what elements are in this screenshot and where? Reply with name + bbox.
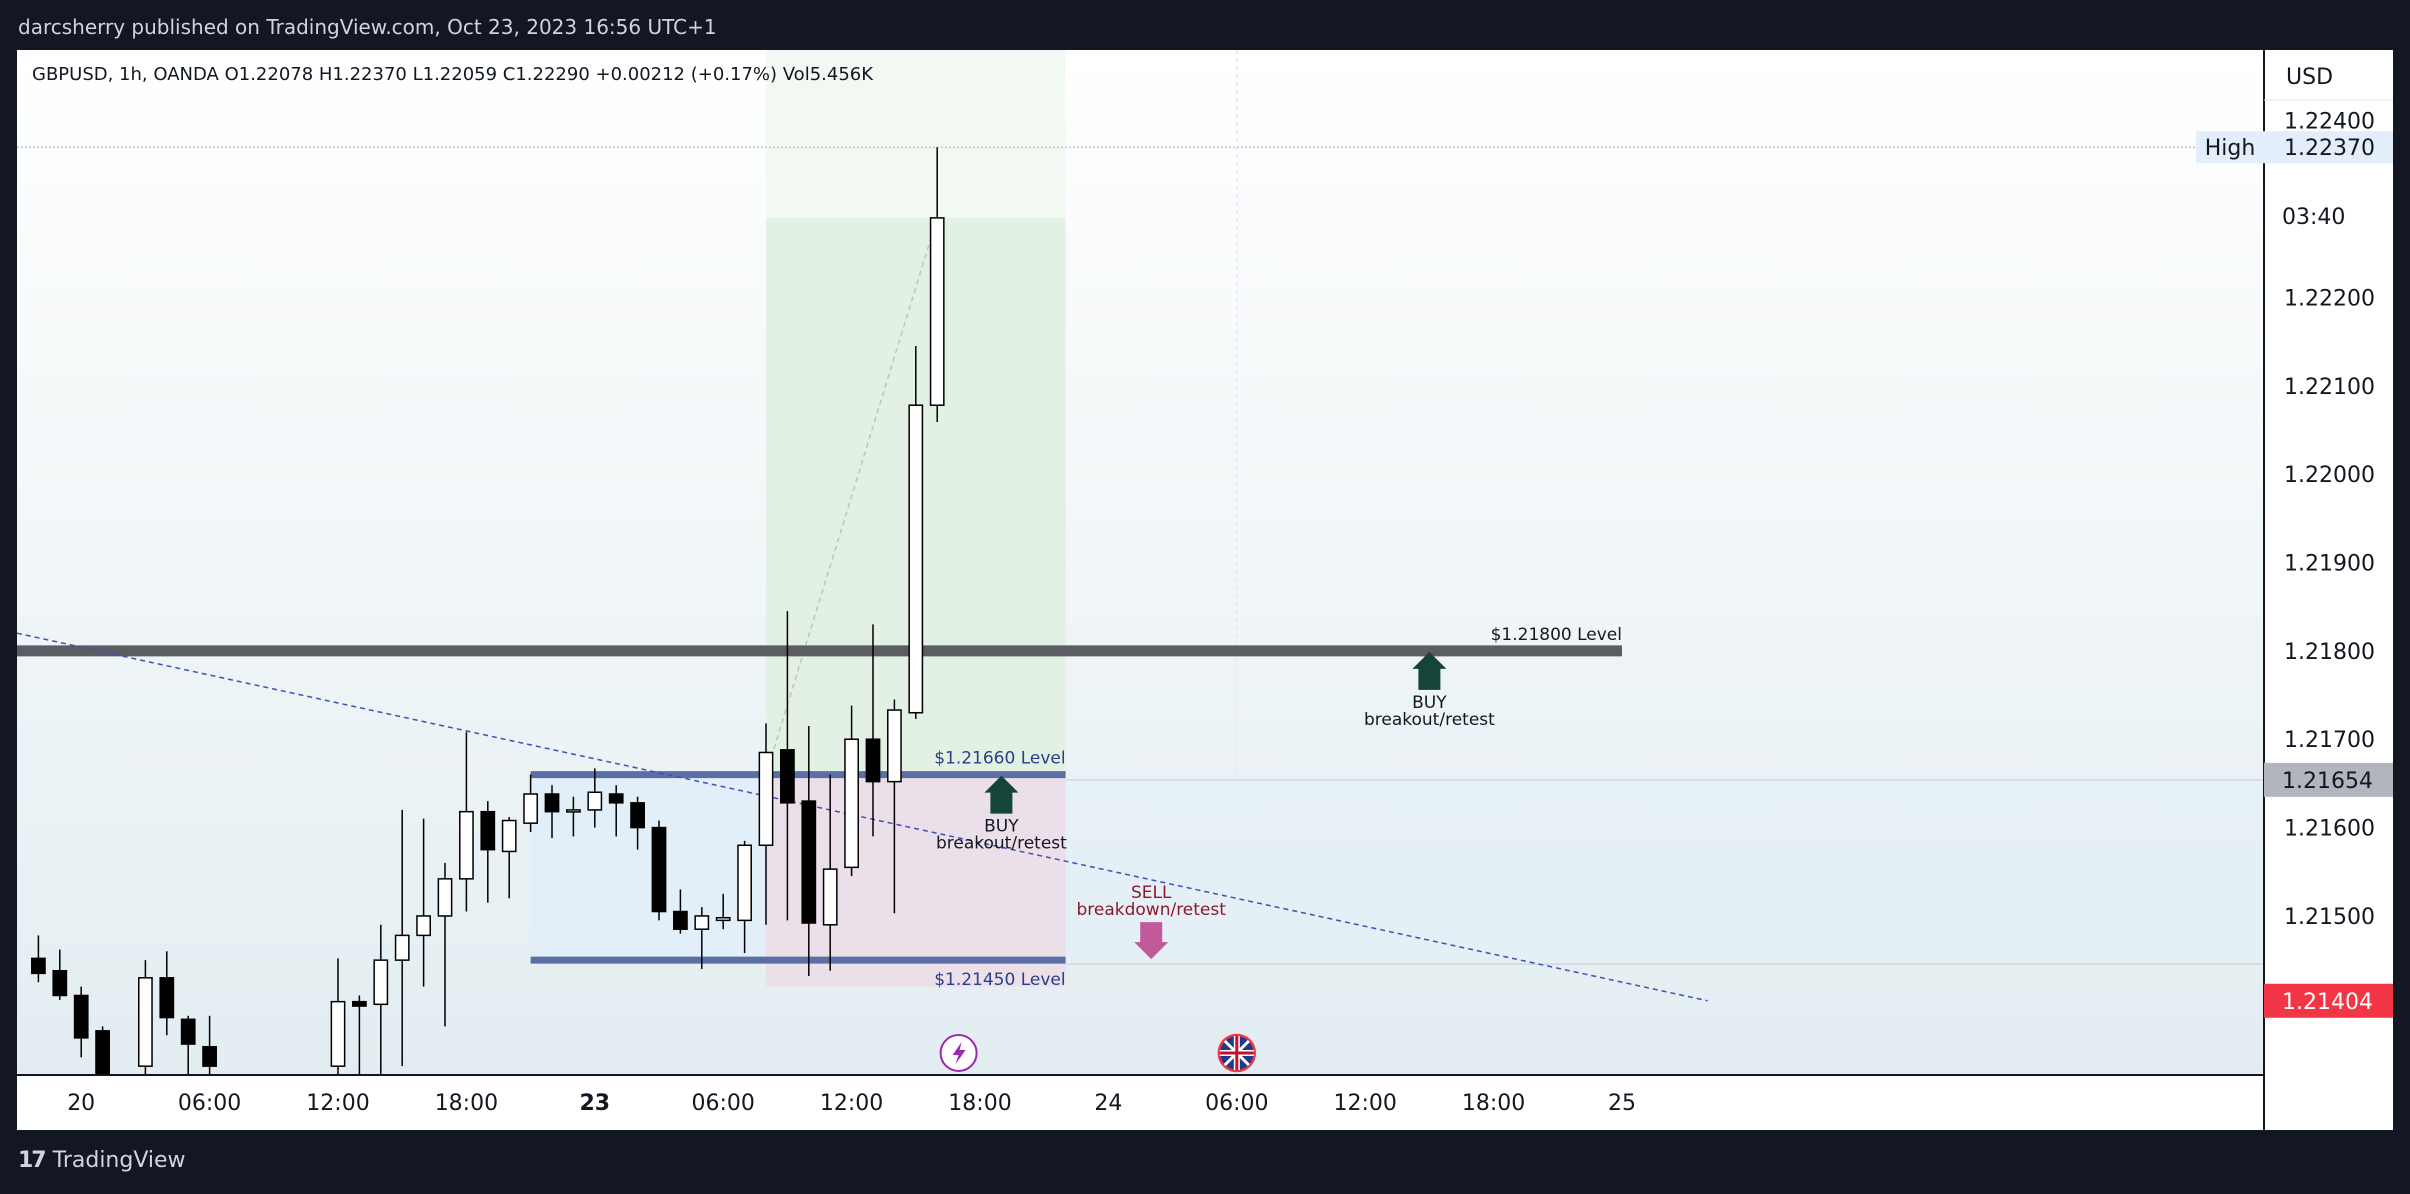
time-tick-label: 25 [1608, 1091, 1636, 1116]
candle[interactable] [73, 994, 89, 1039]
countdown-box [2268, 198, 2389, 232]
tradingview-logo[interactable]: 17 TradingView [18, 1148, 186, 1173]
candle[interactable] [138, 977, 153, 1067]
time-tick-label: 06:00 [1205, 1091, 1268, 1116]
level-label: $1.21450 Level [934, 970, 1065, 990]
candle[interactable] [651, 826, 667, 913]
price-tick-label: 1.21600 [2284, 817, 2375, 842]
annotation-subtitle: breakout/retest [1364, 710, 1495, 730]
candle[interactable] [715, 916, 731, 922]
level-label: $1.21800 Level [1491, 625, 1622, 645]
high-value-tag [2264, 131, 2393, 164]
level-label: $1.21660 Level [934, 749, 1065, 769]
candle[interactable] [608, 793, 624, 804]
candle[interactable] [566, 809, 581, 813]
annotation-title: BUY [1412, 693, 1447, 713]
price-tick-label: 1.21500 [2284, 905, 2375, 930]
tradingview-mark-icon: 17 [18, 1148, 47, 1173]
candle[interactable] [330, 1000, 346, 1067]
time-tick-label: 18:00 [948, 1091, 1011, 1116]
candle[interactable] [844, 738, 859, 869]
price-tick-label: 1.22100 [2284, 375, 2375, 400]
candle[interactable] [31, 957, 46, 975]
time-tick-label: 12:00 [820, 1091, 883, 1116]
high-value-label: 1.22370 [2284, 136, 2375, 161]
time-tick-label: 18:00 [435, 1091, 498, 1116]
candle[interactable] [587, 791, 603, 811]
price-tag [2264, 983, 2393, 1018]
annotation-title: SELL [1131, 883, 1172, 903]
buy-arrow-icon [1412, 651, 1447, 690]
position-target-area [766, 50, 1066, 218]
candle[interactable] [373, 959, 389, 1006]
candle[interactable] [544, 793, 560, 813]
high-tag-label: High [2205, 136, 2256, 161]
candle[interactable] [694, 915, 710, 930]
price-tag-label: 1.21404 [2282, 990, 2373, 1015]
price-chart[interactable]: $1.21800 Level $1.21660 Level $1.21450 Lev… [17, 50, 2393, 1130]
candle[interactable] [416, 915, 431, 937]
candle[interactable] [929, 217, 945, 406]
candle[interactable] [459, 810, 474, 880]
candle[interactable] [95, 1030, 110, 1076]
candle[interactable] [887, 709, 902, 783]
candle[interactable] [737, 844, 752, 922]
buy-arrow-icon [984, 775, 1019, 814]
annotation-subtitle: breakout/retest [936, 834, 1067, 854]
candle[interactable] [523, 793, 538, 824]
candle[interactable] [480, 810, 496, 851]
candle[interactable] [52, 969, 68, 997]
time-axis[interactable] [17, 1075, 2393, 1130]
time-tick-label: 12:00 [1333, 1091, 1396, 1116]
time-tick-label: 06:00 [691, 1091, 754, 1116]
time-tick-label: 12:00 [306, 1091, 369, 1116]
symbol-info: GBPUSD, 1h, OANDA O1.22078 H1.22370 L1.2… [32, 64, 874, 85]
price-tick-label: 1.21700 [2284, 728, 2375, 753]
price-tick-label: 1.22000 [2284, 463, 2375, 488]
time-tick-label: 20 [67, 1091, 95, 1116]
candle[interactable] [159, 977, 175, 1019]
chart-frame[interactable]: $1.21800 Level $1.21660 Level $1.21450 Lev… [17, 50, 2393, 1130]
price-tick-label: 1.21900 [2284, 552, 2375, 577]
price-tag [2264, 762, 2393, 797]
countdown-label: 03:40 [2282, 205, 2345, 230]
price-tag-label: 1.21654 [2282, 769, 2373, 794]
candle[interactable] [501, 819, 517, 853]
candle[interactable] [673, 910, 688, 930]
candle[interactable] [180, 1018, 196, 1045]
currency-label: USD [2286, 65, 2333, 90]
publisher-header: darcsherry published on TradingView.com,… [0, 0, 2410, 50]
annotation-title: BUY [984, 817, 1019, 837]
footer-bar: 17 TradingView [0, 1130, 2410, 1194]
candle[interactable] [908, 404, 924, 714]
brand-name: TradingView [52, 1148, 186, 1173]
candle[interactable] [801, 800, 817, 924]
price-tick-label: 1.21800 [2284, 640, 2375, 665]
candle[interactable] [394, 934, 410, 961]
time-tick-label: 06:00 [178, 1091, 241, 1116]
annotation-subtitle: breakdown/retest [1076, 900, 1226, 920]
time-tick-label: 23 [579, 1091, 610, 1116]
candle[interactable] [822, 868, 838, 926]
publisher-text: darcsherry published on TradingView.com,… [18, 15, 717, 39]
candle[interactable] [758, 751, 774, 847]
high-tag [2196, 131, 2264, 164]
position-path-line [765, 217, 938, 775]
price-tick-label: 1.22200 [2284, 286, 2375, 311]
candle[interactable] [352, 1000, 367, 1007]
lightning-glyph [952, 1042, 966, 1064]
candle[interactable] [865, 738, 881, 783]
sell-arrow-icon [1134, 922, 1169, 960]
candle[interactable] [780, 749, 795, 804]
time-tick-label: 18:00 [1462, 1091, 1525, 1116]
time-tick-label: 24 [1094, 1091, 1122, 1116]
candle[interactable] [630, 802, 645, 829]
candle[interactable] [437, 878, 453, 917]
candle[interactable] [202, 1045, 217, 1067]
price-tick-label: 1.22400 [2284, 110, 2375, 135]
range-zone-extension [1065, 779, 2264, 961]
trendline[interactable] [17, 632, 1708, 1002]
